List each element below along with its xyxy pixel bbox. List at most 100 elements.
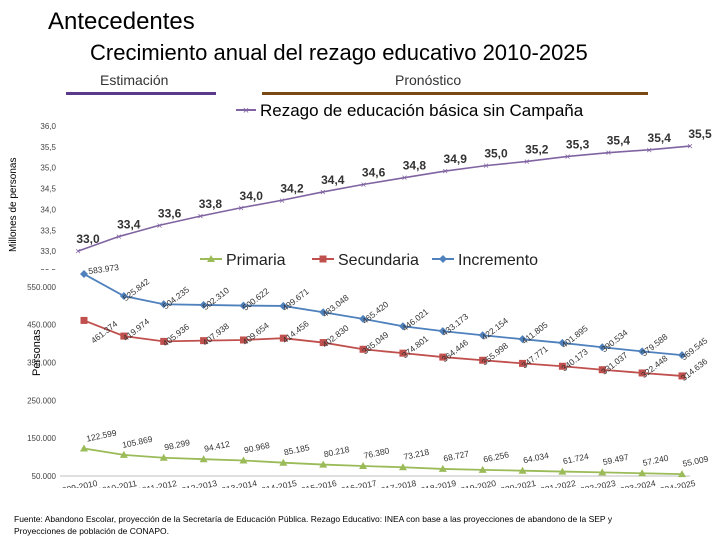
rezago-data-label: 34,2 [280,181,304,195]
incremento-data-label: 583.973 [88,262,120,276]
rezago-data-label: 35,4 [648,131,672,145]
primaria-point [239,456,248,464]
incremento-point [319,308,328,317]
rezago-point: × [483,161,489,172]
page-subtitle: Crecimiento anual del rezago educativo 2… [90,40,588,65]
primaria-data-label: 55.009 [682,454,710,469]
secundaria-point [598,366,606,374]
rezago-point: × [197,212,203,223]
personas-x-tick: 2013-2014 [216,478,258,488]
estimacion-label: Estimación [100,72,169,88]
primaria-point [518,466,527,474]
rezago-data-label: 34,6 [362,165,386,179]
rezago-data-label: 34,8 [403,159,427,173]
personas-x-tick: 2019-2020 [455,478,497,488]
legend-marker [439,255,447,263]
secundaria-point [120,332,128,340]
incremento-point [478,331,487,340]
secundaria-point [519,359,527,367]
incremento-point [518,335,527,344]
primaria-data-label: 90.968 [243,440,271,455]
rezago-y-tick: 34,0 [40,205,56,214]
secundaria-point [160,337,168,345]
incremento-point [239,301,248,310]
rezago-y-axis-label: Millones de personas [8,158,19,253]
rezago-point: × [157,221,163,232]
primaria-point [558,467,567,475]
secundaria-point [399,349,407,357]
rezago-point: × [75,247,81,258]
rezago-data-label: 33,0 [76,232,100,246]
rezago-data-label: 34,0 [240,189,264,203]
source-footnote: Fuente: Abandono Escolar, proyección de … [14,513,704,537]
legend-label-primaria: Primaria [226,252,286,269]
personas-y-tick: 450.000 [27,321,56,330]
primaria-data-label: 61.724 [562,451,590,466]
primaria-data-label: 59.497 [602,452,630,467]
primaria-point [119,450,128,458]
primaria-data-label: 76.380 [363,445,391,460]
incremento-point [598,343,607,352]
personas-x-tick: 2015-2016 [296,478,338,488]
primaria-point [279,458,288,466]
personas-x-tick: 2023-2024 [615,478,657,488]
incremento-data-label: 500.622 [240,286,271,313]
secundaria-data-label: 364.446 [440,337,471,364]
secundaria-point [479,356,487,364]
secundaria-point [439,353,447,361]
estimacion-bar [66,92,216,95]
personas-chart: 50.000 150.000 250.000 350.000 450.000 550.00… [27,252,710,488]
personas-y-tick: 250.000 [27,396,56,405]
page-title: Antecedentes [48,8,195,35]
rezago-point: × [116,232,122,243]
rezago-data-label: 33,4 [117,218,141,232]
pronostico-bar [262,92,648,95]
incremento-point [159,300,168,309]
secundaria-point [638,369,646,377]
personas-x-tick: 2010-2011 [97,478,138,488]
incremento-data-label: 502.310 [201,285,232,312]
incremento-point [199,300,208,309]
personas-y-tick: 150.000 [27,434,56,443]
primaria-data-label: 94.412 [203,439,231,454]
secundaria-point [279,334,287,342]
personas-x-tick: 2020-2021 [495,478,537,488]
legend-marker [319,255,327,263]
footnote-line-1: Fuente: Abandono Escolar, proyección de … [14,514,613,524]
pronostico-label: Pronóstico [395,72,462,88]
primaria-point [359,462,368,470]
primaria-point [438,464,447,472]
primaria-data-label: 122.599 [85,427,117,443]
rezago-point: × [565,152,571,163]
legend-marker [207,255,215,262]
rezago-chart: 32,533,033,534,034,535,035,536,0 ×××××××… [8,101,712,270]
primaria-data-label: 73.218 [403,447,431,462]
legend-label-secundaria: Secundaria [338,252,419,269]
series-line-secundaria [83,319,683,377]
rezago-point: × [442,167,448,178]
primaria-data-label: 68.727 [442,448,470,463]
rezago-point: × [687,142,693,153]
secundaria-point [359,345,367,353]
rezago-y-tick: 35,0 [40,164,56,173]
rezago-point: × [401,173,407,184]
rezago-y-tick: 36,0 [40,122,56,131]
secundaria-point [200,337,208,345]
incremento-data-label: 369.545 [679,335,710,362]
rezago-y-tick: 33,5 [40,226,56,235]
personas-x-tick: 2017-2018 [375,478,417,488]
rezago-data-label: 35,0 [484,147,508,161]
primaria-point [638,469,647,477]
primaria-point [598,468,607,476]
incremento-point [80,270,88,279]
series-line-primaria [83,447,683,476]
secundaria-data-label: 409.654 [240,320,271,347]
personas-x-tick: 2018-2019 [415,478,457,488]
secundaria-point [80,316,88,324]
secundaria-data-label: 407.938 [201,321,232,348]
primaria-data-label: 105.869 [121,434,153,450]
primaria-data-label: 57.240 [642,453,670,468]
incremento-point [558,338,567,347]
rezago-y-tick: 32,5 [40,268,56,270]
personas-x-tick: 2012-2013 [176,478,218,488]
